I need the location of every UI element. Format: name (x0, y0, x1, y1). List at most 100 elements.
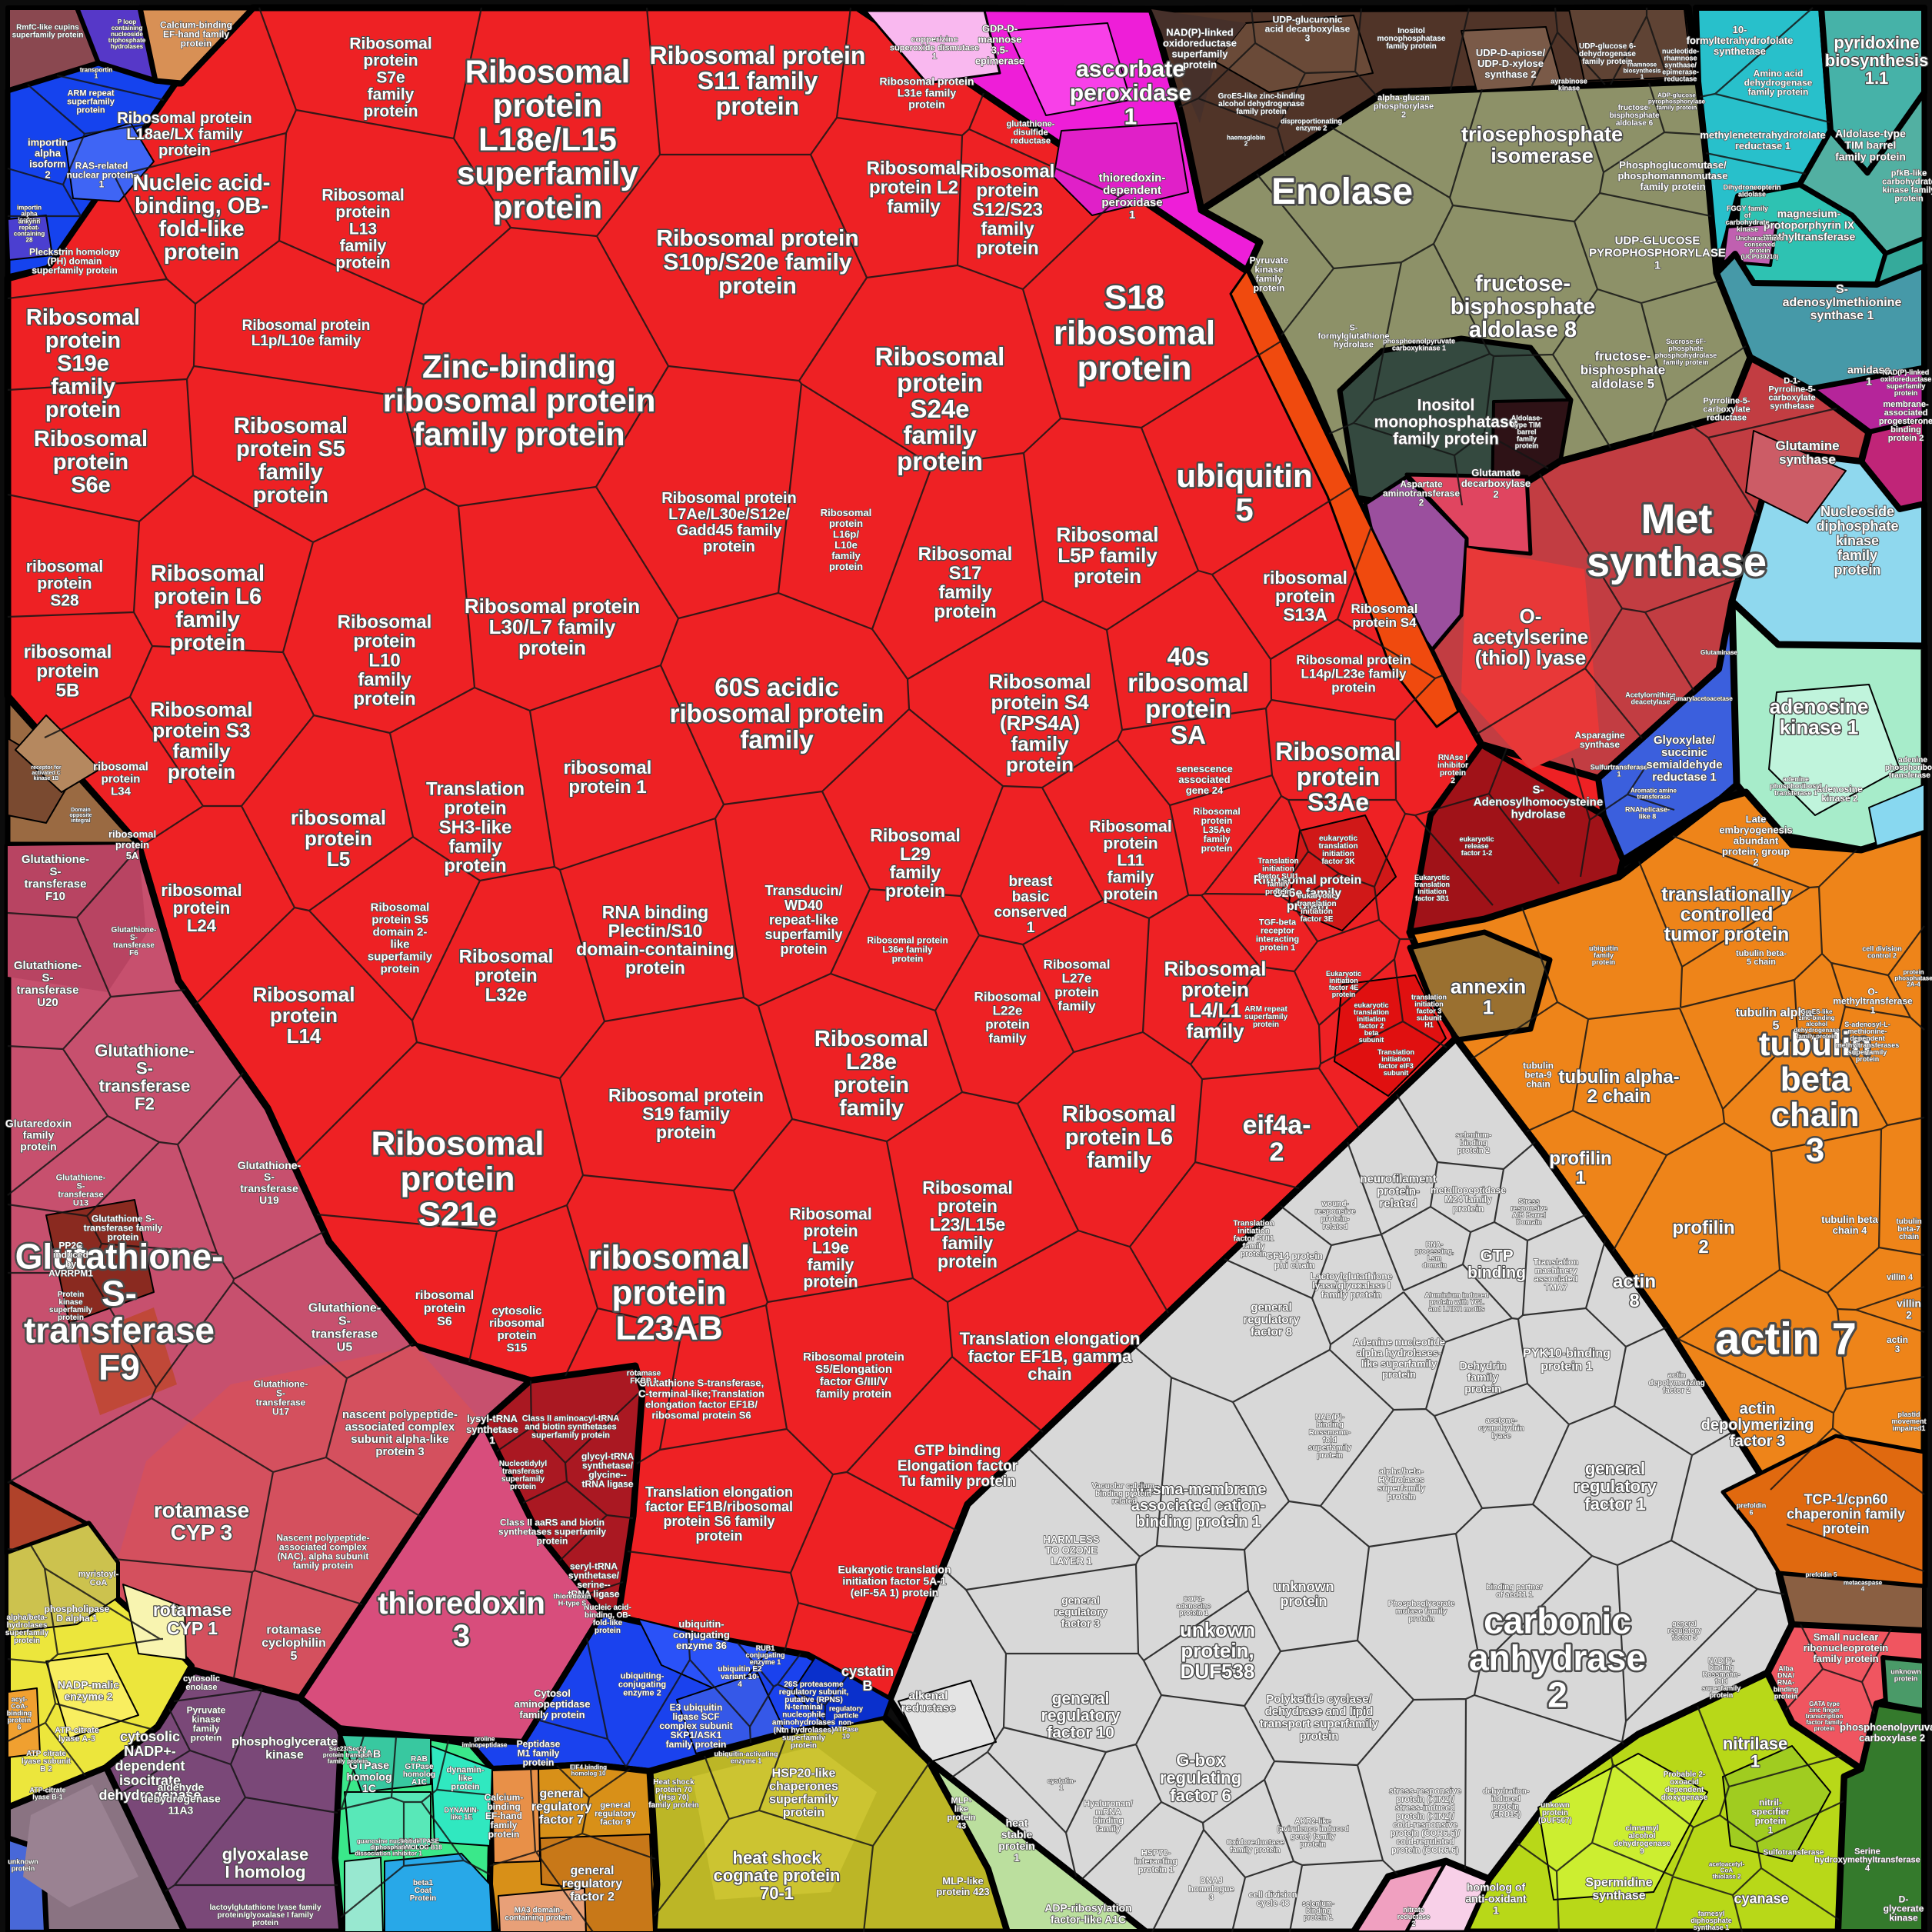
svg-text:MA3 domain-containing protein: MA3 domain-containing protein (505, 1906, 571, 1922)
svg-text:Glutaminase: Glutaminase (1700, 649, 1738, 656)
svg-text:Enolase: Enolase (1271, 172, 1413, 212)
svg-text:Vacuolar calcium-binding prote: Vacuolar calcium-binding protein-related (1091, 1482, 1157, 1506)
svg-text:Glutathione S-transferase,C-te: Glutathione S-transferase, C-terminal-lik… (638, 1377, 764, 1421)
